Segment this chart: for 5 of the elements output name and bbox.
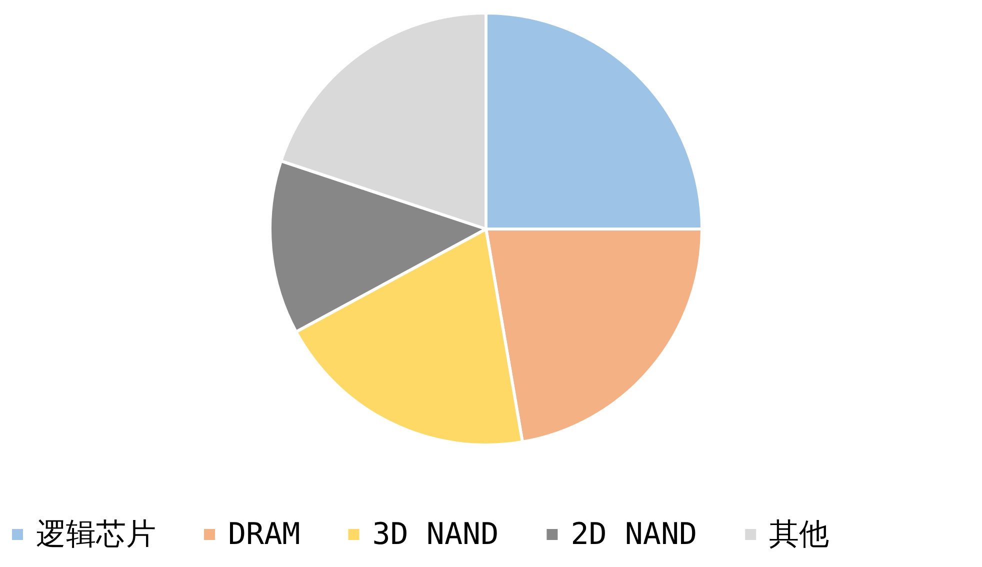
legend-label: DRAM bbox=[228, 517, 300, 552]
legend-label: 其他 bbox=[769, 517, 830, 552]
legend-label: 2D NAND bbox=[570, 517, 698, 552]
legend-label: 逻辑芯片 bbox=[36, 517, 156, 552]
legend-label: 3D NAND bbox=[372, 517, 499, 552]
